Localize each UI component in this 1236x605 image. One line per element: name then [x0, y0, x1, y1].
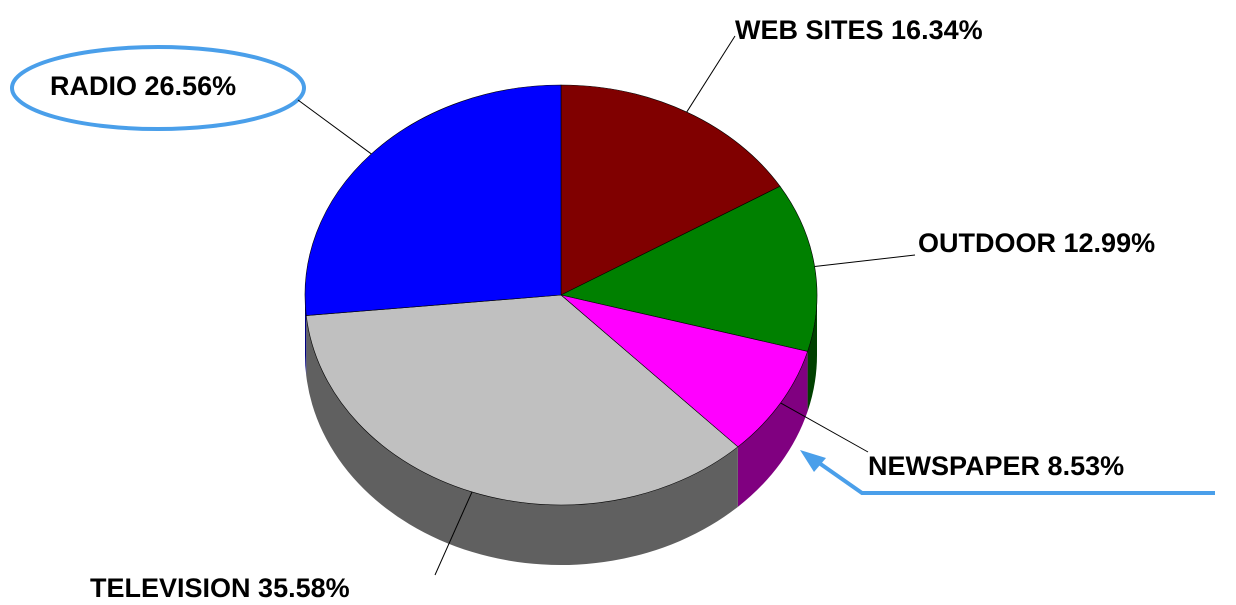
slice-label: WEB SITES 16.34% [735, 15, 983, 45]
slice [560, 84, 781, 296]
slice-side [306, 315, 738, 565]
leader-line [814, 254, 916, 268]
label-value: 12.99% [1064, 228, 1156, 258]
pie: WEB SITES 16.34% OUTDOOR 12.99% NEWSPAPER … [50, 15, 1155, 603]
label-value: 26.56% [145, 71, 237, 101]
slice-label: OUTDOOR 12.99% [918, 228, 1155, 258]
label-category: NEWSPAPER [868, 451, 1040, 481]
highlight-ellipse [10, 45, 306, 131]
leader-line [686, 35, 736, 113]
label-value: 16.34% [891, 15, 983, 45]
label-category: WEB SITES [735, 15, 884, 45]
slice-label: NEWSPAPER 8.53% [868, 451, 1124, 481]
slice [304, 84, 562, 316]
label-category: RADIO [50, 71, 137, 101]
slice-label: RADIO 26.56% [50, 71, 236, 101]
highlight-arrow [810, 456, 1215, 495]
arrow-head [800, 450, 826, 472]
slice-label: TELEVISION 35.58% [90, 573, 350, 603]
label-value: 8.53% [1048, 451, 1125, 481]
leader-line [780, 402, 869, 453]
leader-line [297, 99, 372, 155]
slice-side [737, 351, 808, 507]
leader-line [434, 491, 473, 576]
label-value: 35.58% [258, 573, 350, 603]
slice [305, 294, 739, 506]
slice [560, 294, 808, 448]
label-category: OUTDOOR [918, 228, 1056, 258]
label-category: TELEVISION [90, 573, 251, 603]
